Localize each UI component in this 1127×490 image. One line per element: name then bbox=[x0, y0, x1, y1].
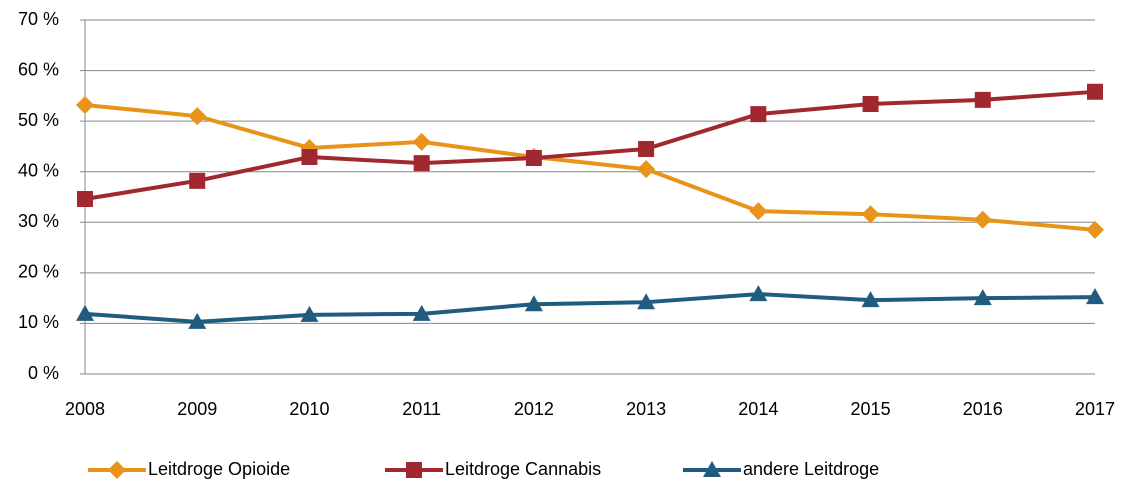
y-tick-label: 70 % bbox=[18, 9, 59, 29]
x-tick-label: 2010 bbox=[289, 399, 329, 419]
x-tick-label: 2008 bbox=[65, 399, 105, 419]
data-point bbox=[77, 191, 93, 208]
y-tick-label: 40 % bbox=[18, 160, 59, 180]
y-tick-label: 60 % bbox=[18, 59, 59, 79]
x-tick-label: 2016 bbox=[963, 399, 1003, 419]
data-point bbox=[188, 107, 207, 126]
x-tick-label: 2013 bbox=[626, 399, 666, 419]
x-tick-label: 2009 bbox=[177, 399, 217, 419]
data-point bbox=[1086, 288, 1104, 305]
legend-label: Leitdroge Cannabis bbox=[445, 459, 601, 479]
x-tick-label: 2015 bbox=[851, 399, 891, 419]
data-point bbox=[301, 149, 318, 166]
x-tick-label: 2011 bbox=[402, 399, 441, 419]
y-tick-label: 10 % bbox=[18, 312, 59, 332]
data-point bbox=[1086, 220, 1104, 239]
data-point bbox=[638, 140, 655, 157]
legend-marker bbox=[108, 461, 126, 479]
data-point bbox=[413, 155, 430, 172]
legend-marker bbox=[406, 462, 422, 478]
x-tick-label: 2014 bbox=[738, 399, 778, 419]
y-tick-label: 0 % bbox=[28, 363, 59, 383]
legend-marker bbox=[703, 461, 721, 477]
data-point bbox=[76, 95, 94, 114]
data-point bbox=[749, 202, 768, 221]
data-point bbox=[973, 289, 992, 306]
data-point bbox=[750, 106, 767, 123]
data-point bbox=[412, 132, 431, 151]
data-point bbox=[1087, 83, 1103, 100]
data-point bbox=[637, 293, 656, 310]
data-point bbox=[189, 172, 206, 189]
data-point bbox=[637, 160, 656, 179]
y-tick-label: 50 % bbox=[18, 110, 59, 130]
series-line bbox=[84, 292, 1096, 324]
data-point bbox=[300, 305, 319, 322]
data-point bbox=[76, 304, 94, 321]
data-point bbox=[973, 210, 992, 229]
series-line bbox=[84, 89, 1096, 201]
x-tick-label: 2012 bbox=[514, 399, 554, 419]
data-point bbox=[862, 95, 879, 112]
y-tick-label: 20 % bbox=[18, 262, 59, 282]
data-point bbox=[974, 91, 991, 108]
legend-label: andere Leitdroge bbox=[743, 459, 879, 479]
data-point bbox=[412, 304, 431, 321]
series-line bbox=[84, 102, 1096, 232]
data-point bbox=[749, 285, 768, 302]
y-tick-label: 30 % bbox=[18, 211, 59, 231]
legend-label: Leitdroge Opioide bbox=[148, 459, 290, 479]
data-point bbox=[525, 150, 542, 167]
x-tick-label: 2017 bbox=[1075, 399, 1115, 419]
data-point bbox=[188, 312, 207, 329]
data-point bbox=[861, 291, 880, 308]
data-point bbox=[861, 205, 880, 224]
data-point bbox=[524, 295, 543, 312]
